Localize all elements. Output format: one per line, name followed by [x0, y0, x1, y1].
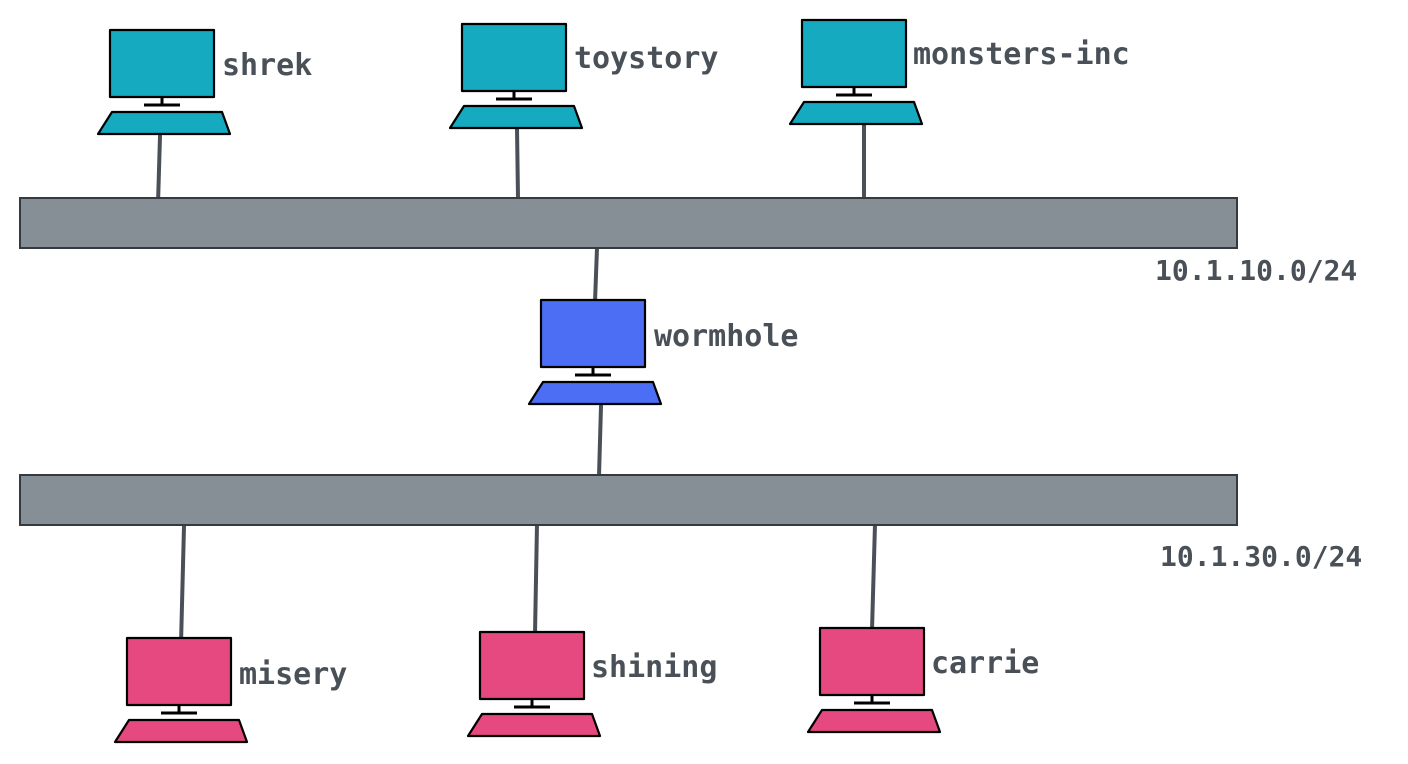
host-label: toystory: [574, 41, 719, 76]
monitor-screen: [108, 28, 216, 99]
monitor-screen: [539, 298, 647, 369]
network-bus-top: [19, 197, 1238, 249]
subnet-label-top: 10.1.10.0/24: [1155, 254, 1357, 287]
keyboard: [788, 100, 924, 126]
monitor-screen: [478, 630, 586, 701]
keyboard: [466, 712, 602, 738]
monitor-screen: [800, 18, 908, 89]
keyboard: [96, 110, 232, 136]
link-carrie: [870, 522, 877, 632]
link-wormhole-bottom: [597, 404, 603, 478]
subnet-label-bottom: 10.1.30.0/24: [1160, 540, 1362, 573]
host-label: misery: [239, 657, 347, 692]
host-monsters-inc[interactable]: monsters-inc: [788, 18, 1130, 126]
host-label: wormhole: [654, 319, 799, 354]
computer-icon: [113, 636, 249, 744]
host-misery[interactable]: misery: [113, 636, 347, 744]
link-wormhole-top: [593, 246, 599, 304]
host-label: carrie: [931, 646, 1039, 681]
host-toystory[interactable]: toystory: [448, 22, 719, 130]
keyboard: [527, 380, 663, 406]
computer-icon: [466, 630, 602, 738]
monitor-screen: [818, 626, 926, 697]
computer-icon: [96, 28, 232, 136]
links: [156, 122, 877, 646]
host-label: monsters-inc: [913, 37, 1130, 72]
keyboard: [113, 718, 249, 744]
host-carrie[interactable]: carrie: [806, 626, 1039, 734]
network-bus-bottom: [19, 474, 1238, 526]
computer-icon: [527, 298, 663, 406]
keyboard: [448, 104, 584, 130]
host-label: shining: [591, 650, 717, 685]
host-shrek[interactable]: shrek: [96, 28, 312, 136]
computer-icon: [448, 22, 584, 130]
host-wormhole[interactable]: wormhole: [527, 298, 799, 406]
host-label: shrek: [222, 48, 312, 83]
link-misery: [179, 524, 186, 646]
monitor-screen: [125, 636, 233, 707]
host-shining[interactable]: shining: [466, 630, 717, 738]
keyboard: [806, 708, 942, 734]
computer-icon: [806, 626, 942, 734]
monitor-screen: [460, 22, 568, 93]
computer-icon: [788, 18, 924, 126]
link-shining: [533, 522, 539, 636]
link-toystory: [515, 126, 520, 200]
link-shrek: [156, 134, 162, 206]
